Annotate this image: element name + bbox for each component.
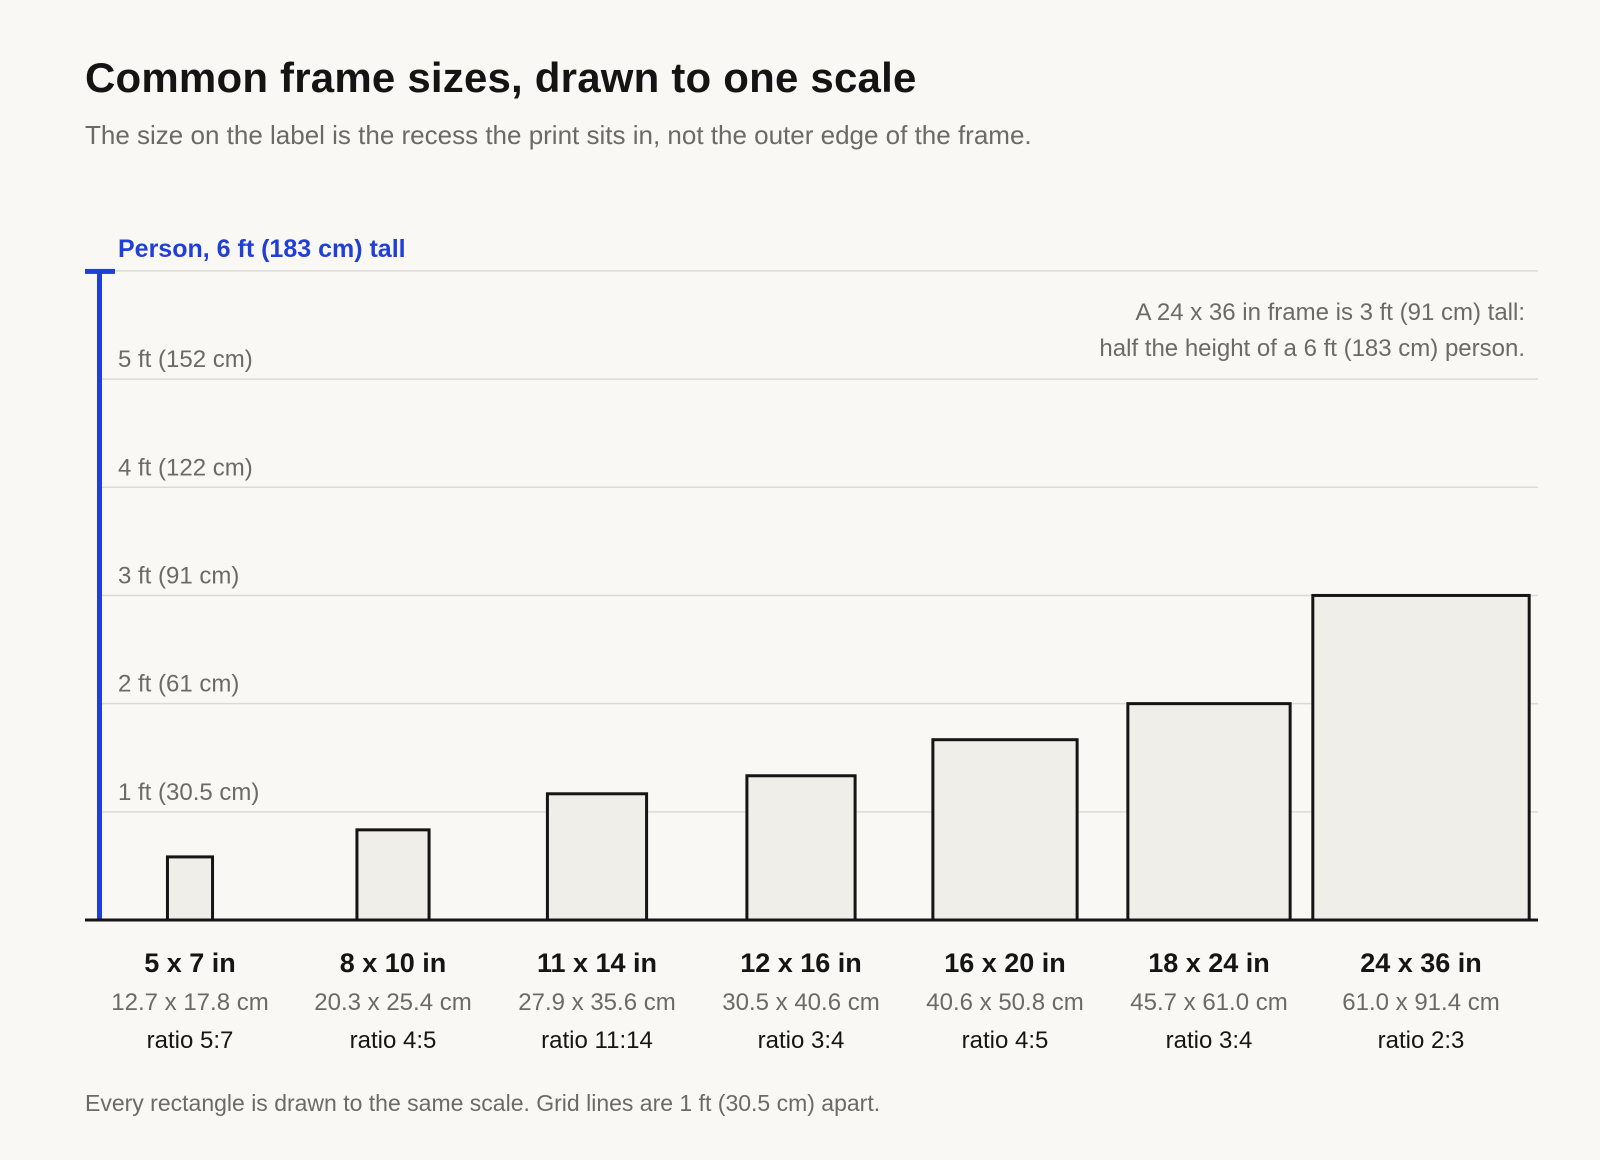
frame-rect <box>355 828 431 922</box>
category-labels: 5 x 7 in 12.7 x 17.8 cm ratio 5:7 8 x 10 in… <box>111 948 1499 1054</box>
grid-layer: 1 ft (30.5 cm) 2 ft (61 cm) 3 ft (91 cm) 4 … <box>100 270 1538 813</box>
frame-cm-label: 40.6 x 50.8 cm <box>926 989 1083 1016</box>
y-tick-label: 4 ft (122 cm) <box>118 454 253 481</box>
chart-subtitle: The size on the label is the recess the … <box>85 120 1032 150</box>
person-height-cap <box>85 268 115 274</box>
frame-cm-label: 45.7 x 61.0 cm <box>1130 989 1287 1016</box>
frame-ratio-label: ratio 4:5 <box>962 1027 1049 1054</box>
person-label: Person, 6 ft (183 cm) tall <box>118 235 406 263</box>
person-reference: Person, 6 ft (183 cm) tall <box>85 235 406 920</box>
y-tick-label: 5 ft (152 cm) <box>118 346 253 373</box>
frame-cm-label: 30.5 x 40.6 cm <box>722 989 879 1016</box>
frame-rect <box>165 855 215 922</box>
frame-cm-label: 12.7 x 17.8 cm <box>111 989 268 1016</box>
frame-cm-label: 27.9 x 35.6 cm <box>518 989 675 1016</box>
frame-cm-label: 61.0 x 91.4 cm <box>1342 989 1499 1016</box>
chart-footnote: Every rectangle is drawn to the same sca… <box>85 1090 881 1116</box>
frame-ratio-label: ratio 4:5 <box>350 1027 437 1054</box>
person-height-bar <box>97 270 102 920</box>
frame-size-label: 18 x 24 in <box>1148 948 1270 978</box>
frame-size-label: 16 x 20 in <box>944 948 1066 978</box>
frame-size-label: 5 x 7 in <box>144 948 236 978</box>
frame-rect <box>545 792 649 922</box>
frame-rect <box>745 774 857 922</box>
frame-ratio-label: ratio 11:14 <box>541 1027 653 1054</box>
annotation: A 24 x 36 in frame is 3 ft (91 cm) tall:… <box>1099 299 1525 362</box>
frame-cm-label: 20.3 x 25.4 cm <box>314 989 471 1016</box>
frame-ratio-label: ratio 3:4 <box>1166 1027 1253 1054</box>
frame-size-label: 24 x 36 in <box>1360 948 1482 978</box>
y-tick-label: 3 ft (91 cm) <box>118 562 239 589</box>
frame-size-label: 12 x 16 in <box>740 948 862 978</box>
frame-ratio-label: ratio 3:4 <box>758 1027 845 1054</box>
frames-layer <box>85 593 1538 922</box>
y-tick-label: 2 ft (61 cm) <box>118 671 239 698</box>
frame-rect <box>1126 702 1292 922</box>
frame-ratio-label: ratio 2:3 <box>1378 1027 1465 1054</box>
frame-rect <box>1311 593 1531 922</box>
chart-title: Common frame sizes, drawn to one scale <box>85 54 917 101</box>
annotation-line: A 24 x 36 in frame is 3 ft (91 cm) tall: <box>1136 299 1525 326</box>
frame-size-label: 8 x 10 in <box>340 948 447 978</box>
y-tick-label: 1 ft (30.5 cm) <box>118 779 259 806</box>
frame-ratio-label: ratio 5:7 <box>147 1027 234 1054</box>
annotation-line: half the height of a 6 ft (183 cm) perso… <box>1099 335 1525 362</box>
frame-rect <box>931 738 1079 922</box>
frame-size-label: 11 x 14 in <box>537 948 657 978</box>
